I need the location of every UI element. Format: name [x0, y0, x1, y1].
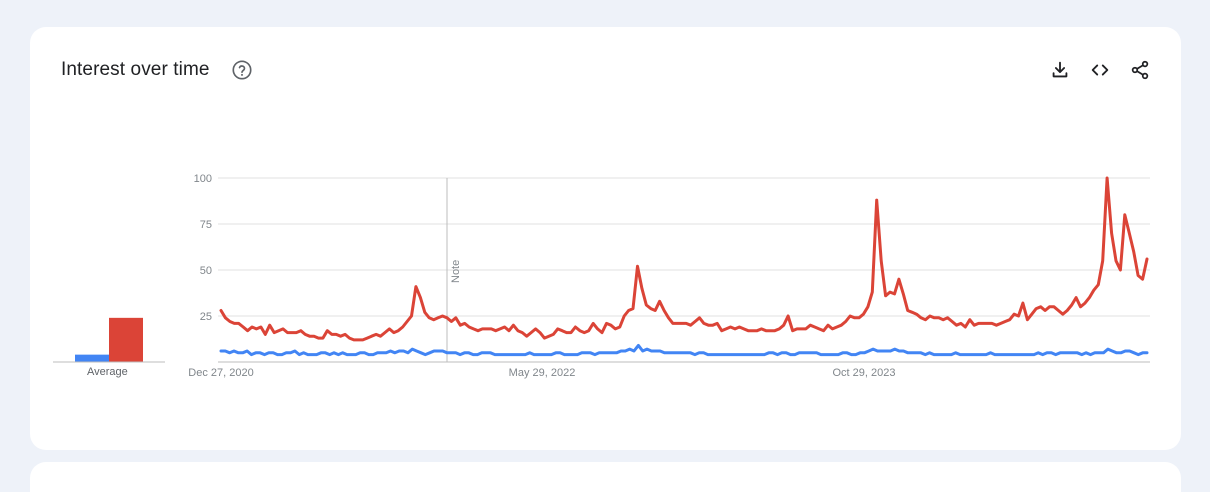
- interest-over-time-card: Interest over time Average: [30, 27, 1181, 450]
- card-toolbar: [1049, 59, 1151, 81]
- download-icon[interactable]: [1049, 59, 1071, 81]
- x-tick-label: Dec 27, 2020: [188, 367, 253, 379]
- x-tick-label: May 29, 2022: [509, 367, 576, 379]
- help-circle-icon[interactable]: [231, 59, 253, 81]
- average-bar[interactable]: [75, 354, 109, 362]
- average-bar[interactable]: [109, 317, 143, 362]
- y-tick-label: 50: [200, 265, 212, 277]
- share-icon[interactable]: [1129, 59, 1151, 81]
- interest-chart: 25 50 75 100 Dec 27, 2020 May 29, 2022 Oct 29…: [53, 173, 1150, 379]
- average-label: Average: [87, 366, 128, 378]
- series-line-red[interactable]: [219, 176, 1149, 342]
- code-icon[interactable]: [1089, 59, 1111, 81]
- x-tick-label: Oct 29, 2023: [833, 367, 896, 379]
- chart-gridlines: [218, 177, 1150, 363]
- y-tick-label: 25: [200, 311, 212, 323]
- card-title: Interest over time: [61, 59, 210, 80]
- note-annotation: Note: [446, 178, 462, 362]
- chart-series: [219, 176, 1149, 357]
- y-tick-label: 100: [194, 173, 212, 185]
- average-bars: [53, 317, 165, 363]
- x-axis-ticks: Dec 27, 2020 May 29, 2022 Oct 29, 2023: [188, 367, 895, 379]
- note-label[interactable]: Note: [450, 260, 462, 283]
- y-tick-label: 75: [200, 219, 212, 231]
- next-card-edge: [30, 462, 1181, 492]
- y-axis-ticks: 25 50 75 100: [194, 173, 212, 323]
- series-line-blue[interactable]: [219, 343, 1149, 357]
